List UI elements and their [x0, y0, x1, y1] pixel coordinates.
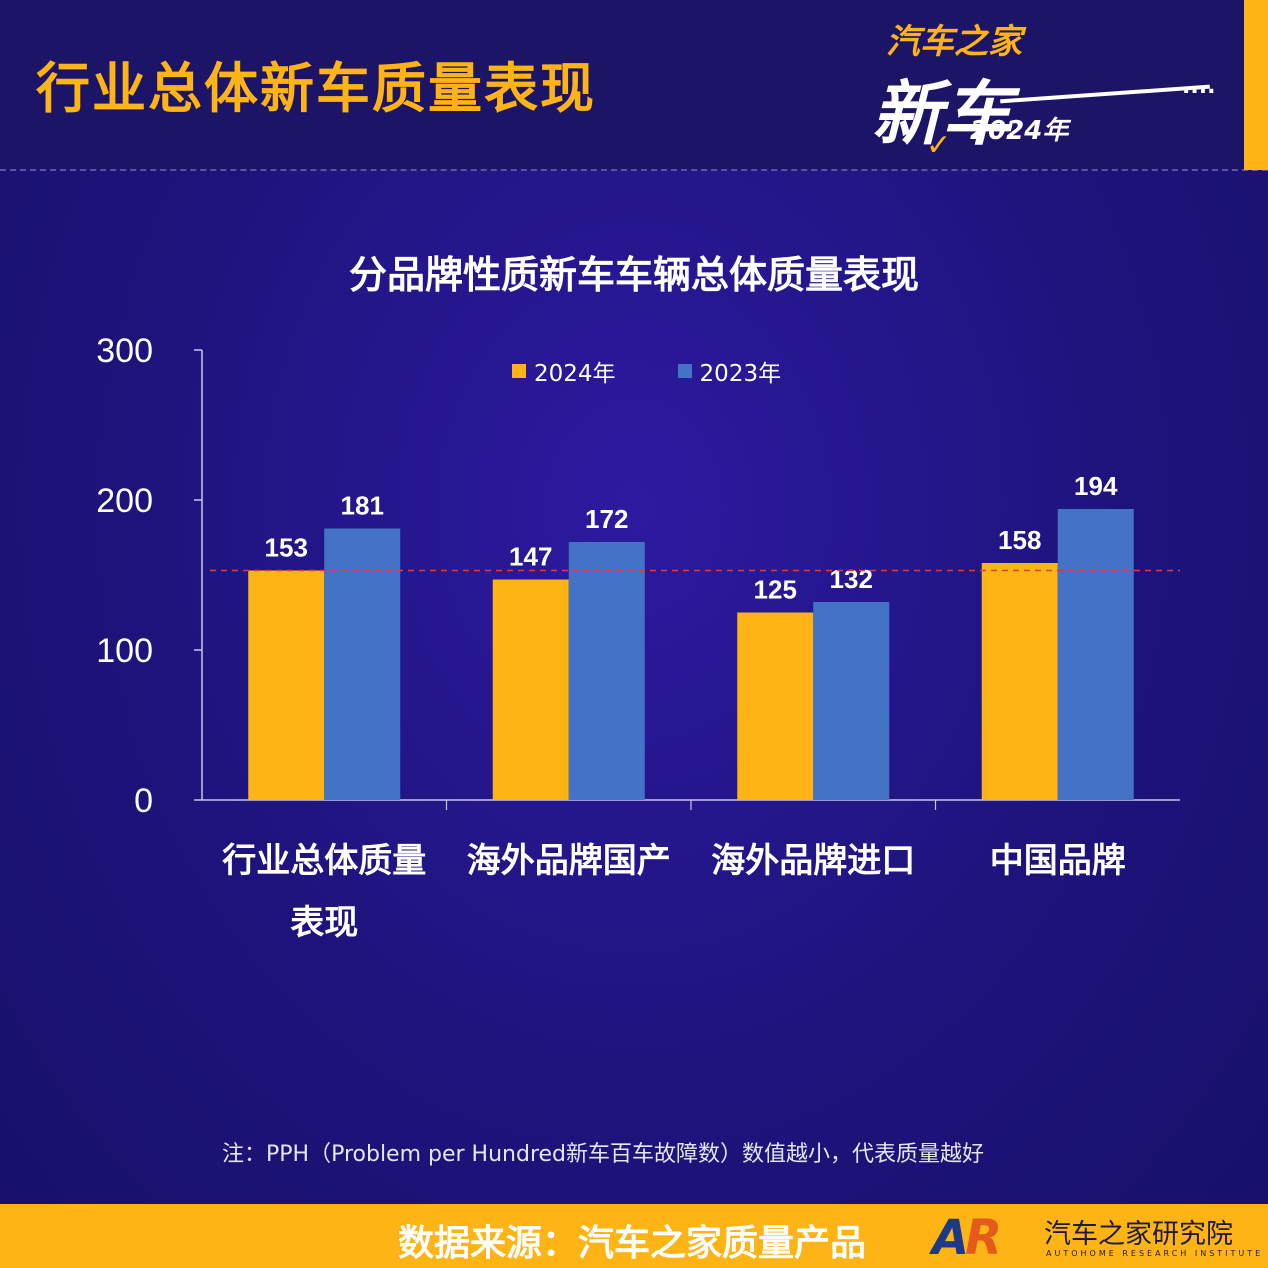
legend-swatch-2024: [512, 364, 526, 378]
header-divider: [0, 169, 1268, 171]
bar-2024: [248, 570, 325, 800]
data-label: 158: [998, 525, 1041, 555]
event-logo: 汽车之家 新车 2024年 .... ✓: [860, 8, 1220, 163]
data-label: 153: [265, 533, 308, 563]
data-label: 172: [585, 504, 628, 534]
logo-mark-r: R: [965, 1210, 1002, 1266]
data-source: 数据来源：汽车之家质量产品: [398, 1223, 867, 1264]
bar-2023: [568, 542, 645, 800]
bar-2024: [981, 563, 1058, 800]
data-label: 147: [509, 542, 552, 572]
legend-swatch-2023: [677, 364, 692, 378]
logo-dots: ....: [1182, 74, 1216, 99]
chart-title: 分品牌性质新车车辆总体质量表现: [348, 253, 919, 297]
bar-2024: [492, 579, 569, 800]
data-label: 181: [341, 491, 384, 521]
org-name: 汽车之家研究院: [1044, 1219, 1233, 1250]
y-tick-label: 100: [96, 632, 153, 670]
bar-2023: [324, 528, 401, 800]
logo-year-text: 2024年: [970, 116, 1069, 146]
org-name-en: AUTOHOME RESEARCH INSTITUTE: [1046, 1249, 1264, 1258]
x-category-label: 海外品牌进口: [711, 841, 915, 881]
y-tick-label: 200: [96, 482, 153, 520]
data-label: 125: [754, 575, 797, 605]
legend-item-2023: 2023年: [677, 354, 782, 388]
footer-bar: [0, 1204, 1268, 1268]
x-category-label: 海外品牌国产: [467, 841, 671, 881]
check-icon: ✓: [926, 128, 952, 163]
legend-label-2023: 2023年: [699, 361, 782, 387]
x-category-label: 表现: [290, 903, 358, 943]
chart-legend: 2024年 2023年: [512, 354, 781, 388]
x-category-label: 行业总体质量: [222, 841, 426, 881]
top-header: [0, 0, 1268, 170]
y-tick-label: 0: [134, 782, 153, 820]
bar-2024: [737, 612, 814, 800]
x-category-label: 中国品牌: [990, 841, 1126, 881]
legend-item-2024: 2024年: [512, 354, 616, 388]
y-tick-label: 300: [96, 332, 153, 370]
ar-logo-icon: AR: [932, 1210, 1002, 1266]
footnote: 注：PPH（Problem per Hundred新车百车故障数）数值越小，代表…: [222, 1142, 985, 1167]
bar-2023: [1057, 509, 1134, 800]
side-accent-bar: [1244, 0, 1268, 170]
page-title: 行业总体新车质量表现: [36, 57, 596, 120]
data-label: 194: [1074, 471, 1118, 501]
logo-big-text: 新车: [872, 73, 1012, 155]
bar-2023: [813, 602, 890, 800]
legend-label-2024: 2024年: [534, 361, 616, 387]
data-label: 132: [830, 564, 873, 594]
logo-brand-text: 汽车之家: [886, 22, 1022, 62]
logo-mark-a: A: [932, 1210, 969, 1266]
